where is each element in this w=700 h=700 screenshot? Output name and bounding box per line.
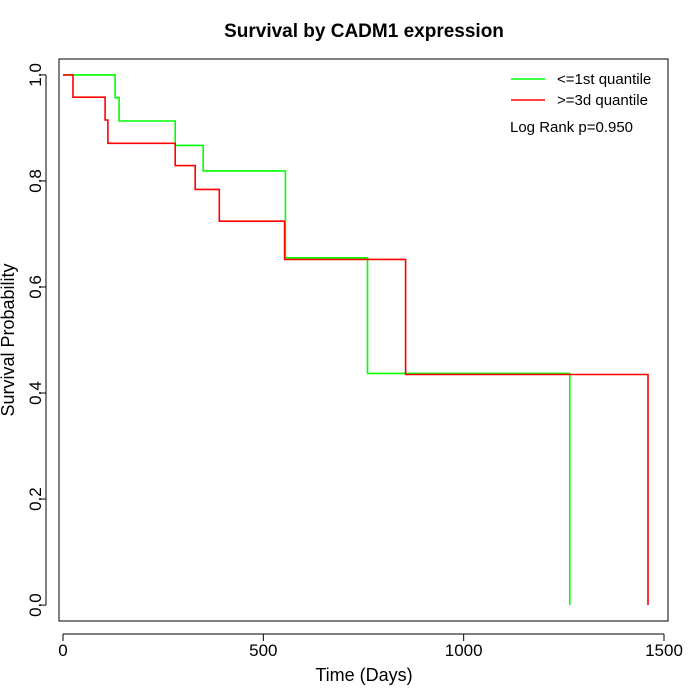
- x-tick-label: 500: [249, 641, 277, 660]
- series-line-1: [63, 74, 571, 606]
- legend-label-1: <=1st quantile: [557, 71, 651, 88]
- log-rank-annotation: Log Rank p=0.950: [510, 119, 633, 136]
- y-tick-label: 0.8: [26, 169, 45, 193]
- x-tick-label: 1500: [645, 641, 683, 660]
- y-tick-label: 1.0: [26, 63, 45, 87]
- chart-title: Survival by CADM1 expression: [224, 21, 504, 42]
- x-tick-label: 0: [58, 641, 67, 660]
- legend: <=1st quantile >=3d quantile: [511, 71, 651, 109]
- y-axis-label: Survival Probability: [0, 263, 18, 416]
- y-axis: 0.0 0.2 0.4 0.6 0.8 1.0: [26, 63, 47, 617]
- plot-frame: [58, 58, 669, 622]
- x-axis-label: Time (Days): [315, 665, 412, 685]
- x-axis: 0 500 1000 1500: [58, 633, 683, 660]
- y-tick-label: 0.2: [26, 487, 45, 511]
- series-line-2: [63, 74, 649, 606]
- legend-label-2: >=3d quantile: [557, 92, 648, 109]
- series-layer: [63, 74, 649, 606]
- y-tick-label: 0.4: [26, 381, 45, 405]
- y-tick-label: 0.6: [26, 275, 45, 299]
- y-tick-label: 0.0: [26, 593, 45, 617]
- x-tick-label: 1000: [445, 641, 483, 660]
